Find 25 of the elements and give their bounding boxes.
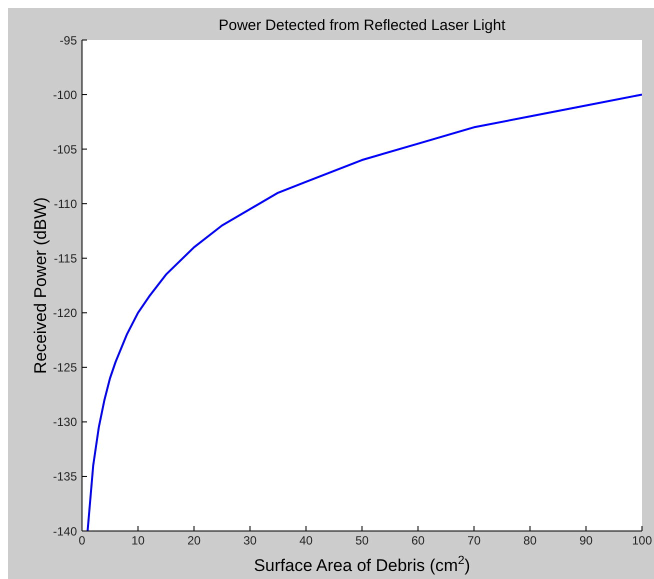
y-tick-label: -140 <box>52 524 78 538</box>
y-tick-label: -105 <box>52 142 78 156</box>
x-tick-label: 20 <box>187 534 201 548</box>
x-tick-label: 40 <box>299 534 313 548</box>
x-axis-title: Surface Area of Debris (cm$^{2}$) <box>254 553 470 575</box>
y-tick-label: -110 <box>54 196 78 211</box>
chart-title: Power Detected from Reflected Laser Light <box>218 17 506 34</box>
y-tick-label: -100 <box>52 88 78 102</box>
x-tick-label: 90 <box>579 534 593 548</box>
y-tick-label: -125 <box>52 360 78 375</box>
x-tick-label: 70 <box>467 534 481 548</box>
y-tick-label: -115 <box>54 251 78 266</box>
y-tick-label: -95 <box>60 33 78 48</box>
y-tick-label: -120 <box>52 306 78 320</box>
x-tick-label: 60 <box>411 534 425 548</box>
x-tick-label: 80 <box>523 534 537 548</box>
x-tick-label: 100 <box>632 534 652 548</box>
y-tick-label: -130 <box>52 415 78 430</box>
y-axis-title: Received Power (dBW) <box>31 197 50 374</box>
x-tick-label: 30 <box>243 534 257 548</box>
y-tick-label: -135 <box>52 470 78 484</box>
x-tick-label: 50 <box>355 534 369 548</box>
line-series <box>86 94 642 531</box>
x-tick-label: 10 <box>131 534 145 548</box>
x-tick-label: 0 <box>78 534 86 548</box>
